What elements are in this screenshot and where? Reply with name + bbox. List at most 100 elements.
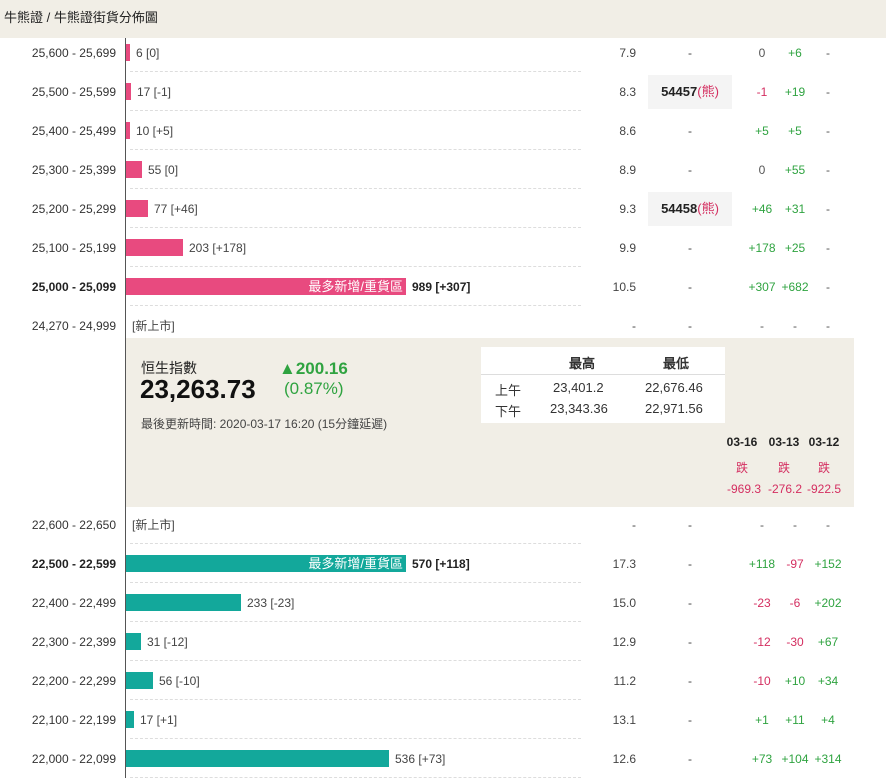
index-change: ▲200.16 [279, 359, 348, 378]
daily-change-1: +73 [751, 752, 773, 766]
index-change-pct: (0.87%) [284, 379, 344, 398]
daily-change-3: - [826, 319, 830, 333]
hist-dir-3: 跌 [817, 461, 830, 475]
daily-change-2: - [793, 319, 797, 333]
daily-change-3: +34 [817, 674, 839, 688]
outstanding-count: 31 [-12] [147, 635, 188, 649]
outstanding-count: 570 [+118] [412, 557, 470, 571]
daily-change-3: - [826, 518, 830, 532]
hist-val-2: -276.2 [767, 482, 803, 496]
bull-row: 22,200 - 22,299 56 [-10] 11.2 - -10 +10 +34 [0, 662, 886, 700]
price-range: 25,400 - 25,499 [31, 124, 116, 138]
warrant-code-link[interactable]: 54457(熊) [648, 75, 732, 109]
outstanding-count: 55 [0] [148, 163, 179, 177]
daily-change-2: +31 [784, 202, 806, 216]
daily-change-3: - [826, 280, 830, 294]
price-range: 25,200 - 25,299 [31, 202, 116, 216]
outstanding-count: 203 [+178] [189, 241, 247, 255]
daily-change-3: - [826, 46, 830, 60]
daily-change-1: +46 [751, 202, 773, 216]
daily-change-2: +104 [781, 752, 809, 766]
daily-change-2: +55 [784, 163, 806, 177]
daily-change-1: +118 [748, 557, 776, 571]
bull-bar [126, 711, 134, 728]
daily-change-1: +307 [748, 280, 776, 294]
daily-change-1: +178 [748, 241, 776, 255]
daily-change-1: -1 [756, 85, 768, 99]
row-divider [130, 660, 581, 661]
price-range: 22,100 - 22,199 [31, 713, 116, 727]
hotspot-label: 最多新增/重貨區 [308, 279, 403, 294]
pm-high: 23,343.36 [550, 401, 608, 416]
ratio-value: 8.6 [619, 124, 636, 138]
header-divider [481, 374, 725, 375]
ratio-value: - [632, 518, 636, 532]
bear-row: 25,000 - 25,099 最多新增/重貨區 989 [+307] 10.5 - +3… [0, 268, 886, 306]
ratio-value: 10.5 [612, 280, 636, 294]
last-update: 最後更新時間: 2020-03-17 16:20 (15分鐘延遲) [141, 417, 388, 431]
warrant-code-link[interactable]: 54458(熊) [648, 192, 732, 226]
warrant-code: - [688, 319, 692, 333]
row-divider [130, 266, 581, 267]
outstanding-count: [新上市] [132, 319, 175, 333]
warrant-code: - [688, 124, 692, 138]
warrant-code: - [688, 713, 692, 727]
hist-val-3: -922.5 [806, 482, 842, 496]
daily-change-1: 0 [758, 46, 766, 60]
hist-date-1: 03-16 [726, 435, 758, 449]
hist-dir-1: 跌 [735, 461, 748, 475]
warrant-code: - [688, 635, 692, 649]
bull-bar [126, 672, 153, 689]
bull-bar [126, 633, 141, 650]
warrant-code: - [688, 596, 692, 610]
warrant-code: 54457 [661, 84, 698, 99]
daily-change-1: 0 [758, 163, 766, 177]
bull-row: 22,500 - 22,599 最多新增/重貨區 570 [+118] 17.3 - +1… [0, 545, 886, 583]
hist-val-1: -969.3 [726, 482, 762, 496]
chart-axis-line [125, 38, 126, 778]
daily-change-1: -10 [753, 674, 771, 688]
ratio-value: 17.3 [612, 557, 636, 571]
bear-row: 25,600 - 25,699 6 [0] 7.9 - 0 +6 - [0, 34, 886, 72]
warrant-code: - [688, 674, 692, 688]
daily-change-3: +314 [814, 752, 842, 766]
ratio-value: 11.2 [613, 674, 636, 688]
am-label: 上午 [495, 383, 522, 398]
row-divider [130, 188, 581, 189]
row-divider [130, 621, 581, 622]
price-range: 24,270 - 24,999 [31, 319, 116, 333]
outstanding-count: 77 [+46] [154, 202, 198, 216]
daily-change-2: +682 [781, 280, 809, 294]
warrant-code: - [688, 752, 692, 766]
daily-change-2: +5 [788, 124, 802, 138]
bear-tag: (熊) [697, 201, 719, 216]
daily-change-3: +202 [814, 596, 842, 610]
outstanding-count: 989 [+307] [412, 280, 471, 294]
price-range: 25,100 - 25,199 [31, 241, 116, 255]
daily-change-1: +5 [755, 124, 769, 138]
bull-bar [126, 594, 241, 611]
bull-row: 22,100 - 22,199 17 [+1] 13.1 - +1 +11 +4 [0, 701, 886, 739]
hist-dir-2: 跌 [777, 461, 790, 475]
warrant-code: - [688, 163, 692, 177]
warrant-code: - [688, 46, 692, 60]
hist-date-2: 03-13 [768, 435, 800, 449]
pm-low: 22,971.56 [645, 401, 703, 416]
daily-change-1: +1 [755, 713, 769, 727]
daily-change-1: - [760, 518, 764, 532]
outstanding-count: 10 [+5] [136, 124, 174, 138]
daily-change-1: -23 [753, 596, 771, 610]
bear-row: 25,200 - 25,299 77 [+46] 9.3 54458(熊) +46 +31… [0, 190, 886, 228]
warrant-code: - [688, 280, 692, 294]
price-range: 25,500 - 25,599 [31, 85, 116, 99]
ratio-value: 8.9 [619, 163, 636, 177]
index-panel: 恒生指數 23,263.73 ▲200.16 (0.87%) 最後更新時間: 2… [126, 338, 854, 507]
warrant-code: - [688, 518, 692, 532]
daily-change-3: +152 [814, 557, 842, 571]
bear-bar [126, 83, 131, 100]
outstanding-count: [新上市] [132, 518, 175, 532]
bear-row: 25,500 - 25,599 17 [-1] 8.3 54457(熊) -1 +19 - [0, 73, 886, 111]
row-divider [130, 305, 581, 306]
row-divider [130, 71, 581, 72]
am-high: 23,401.2 [553, 380, 604, 395]
